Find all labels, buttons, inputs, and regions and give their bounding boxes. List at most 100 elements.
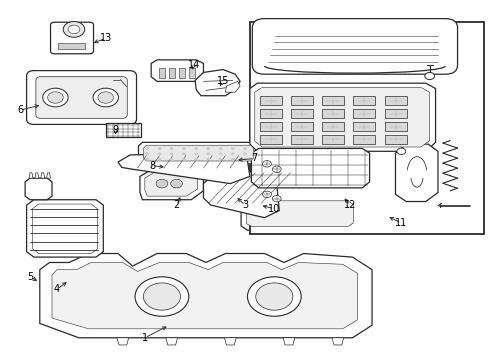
Text: 8: 8 bbox=[149, 161, 155, 171]
Circle shape bbox=[272, 195, 281, 202]
Circle shape bbox=[43, 88, 68, 107]
Circle shape bbox=[135, 277, 189, 316]
Polygon shape bbox=[25, 178, 52, 200]
Circle shape bbox=[146, 158, 149, 161]
Circle shape bbox=[263, 161, 271, 167]
Bar bbox=[385, 135, 407, 144]
Circle shape bbox=[170, 147, 173, 150]
Circle shape bbox=[194, 158, 198, 161]
Circle shape bbox=[397, 148, 406, 154]
Bar bbox=[260, 135, 282, 144]
Bar bbox=[291, 135, 313, 144]
Circle shape bbox=[243, 152, 247, 155]
Bar bbox=[250, 22, 485, 234]
Text: 6: 6 bbox=[17, 105, 24, 115]
Bar bbox=[322, 122, 344, 131]
Polygon shape bbox=[117, 338, 129, 345]
Bar bbox=[353, 122, 375, 131]
Circle shape bbox=[68, 25, 80, 34]
Circle shape bbox=[256, 283, 293, 310]
Circle shape bbox=[146, 147, 149, 150]
Circle shape bbox=[263, 191, 271, 198]
Circle shape bbox=[219, 152, 222, 155]
Circle shape bbox=[231, 147, 235, 150]
Bar bbox=[353, 109, 375, 118]
Polygon shape bbox=[140, 169, 203, 200]
Circle shape bbox=[194, 152, 198, 155]
Circle shape bbox=[63, 22, 85, 37]
Polygon shape bbox=[195, 69, 240, 96]
Circle shape bbox=[243, 147, 247, 150]
Polygon shape bbox=[283, 338, 295, 345]
Polygon shape bbox=[26, 200, 103, 257]
Circle shape bbox=[425, 72, 435, 80]
Text: 4: 4 bbox=[54, 284, 60, 294]
FancyBboxPatch shape bbox=[26, 71, 137, 125]
Circle shape bbox=[170, 158, 173, 161]
Text: 9: 9 bbox=[113, 125, 119, 135]
Polygon shape bbox=[35, 173, 39, 178]
Bar bbox=[169, 68, 175, 78]
Bar bbox=[353, 96, 375, 105]
Text: 12: 12 bbox=[344, 200, 356, 210]
Bar bbox=[322, 135, 344, 144]
Circle shape bbox=[158, 152, 161, 155]
Polygon shape bbox=[118, 153, 250, 184]
Polygon shape bbox=[251, 148, 369, 188]
Circle shape bbox=[156, 179, 168, 188]
Circle shape bbox=[219, 158, 222, 161]
Bar bbox=[291, 96, 313, 105]
FancyBboxPatch shape bbox=[50, 22, 94, 54]
Polygon shape bbox=[166, 338, 177, 345]
Bar bbox=[260, 122, 282, 131]
Polygon shape bbox=[151, 60, 203, 81]
Bar bbox=[353, 135, 375, 144]
Bar bbox=[291, 109, 313, 118]
Bar bbox=[322, 109, 344, 118]
Bar bbox=[385, 109, 407, 118]
Circle shape bbox=[272, 166, 281, 172]
Polygon shape bbox=[139, 142, 259, 164]
Circle shape bbox=[206, 147, 210, 150]
Text: 11: 11 bbox=[395, 218, 408, 228]
Bar bbox=[385, 122, 407, 131]
Circle shape bbox=[144, 283, 180, 310]
Circle shape bbox=[170, 152, 173, 155]
Circle shape bbox=[231, 158, 235, 161]
Polygon shape bbox=[52, 262, 357, 329]
Polygon shape bbox=[144, 145, 254, 161]
Circle shape bbox=[243, 158, 247, 161]
Bar bbox=[322, 96, 344, 105]
Polygon shape bbox=[250, 83, 436, 151]
Circle shape bbox=[98, 92, 114, 103]
Circle shape bbox=[158, 158, 161, 161]
Circle shape bbox=[93, 88, 119, 107]
Polygon shape bbox=[224, 338, 236, 345]
Circle shape bbox=[219, 147, 222, 150]
Text: 14: 14 bbox=[188, 60, 200, 70]
Text: 3: 3 bbox=[242, 200, 248, 210]
Polygon shape bbox=[29, 173, 33, 178]
Circle shape bbox=[182, 147, 186, 150]
Text: 15: 15 bbox=[217, 76, 229, 86]
Text: 5: 5 bbox=[27, 272, 33, 282]
Text: 1: 1 bbox=[142, 333, 148, 343]
Polygon shape bbox=[241, 197, 360, 230]
Polygon shape bbox=[40, 253, 372, 338]
Polygon shape bbox=[47, 173, 50, 178]
Circle shape bbox=[48, 92, 63, 103]
Polygon shape bbox=[255, 87, 430, 147]
Bar bbox=[159, 68, 165, 78]
Circle shape bbox=[247, 277, 301, 316]
Polygon shape bbox=[225, 81, 240, 92]
Bar bbox=[179, 68, 185, 78]
Bar bbox=[260, 96, 282, 105]
Bar bbox=[58, 43, 85, 49]
FancyBboxPatch shape bbox=[36, 77, 127, 118]
Polygon shape bbox=[332, 338, 343, 345]
Text: 2: 2 bbox=[173, 200, 180, 210]
Polygon shape bbox=[145, 172, 197, 196]
Circle shape bbox=[158, 147, 161, 150]
Circle shape bbox=[182, 158, 186, 161]
Polygon shape bbox=[246, 201, 353, 226]
